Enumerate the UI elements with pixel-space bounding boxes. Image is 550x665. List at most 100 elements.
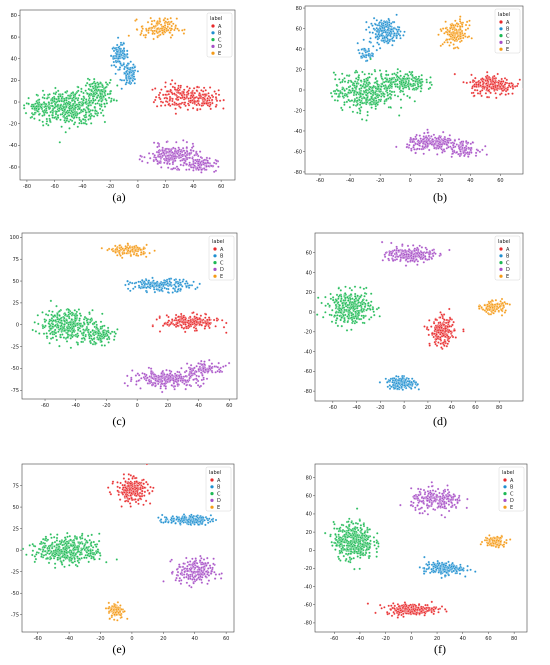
point-B (151, 276, 154, 280)
point-A (176, 98, 180, 101)
points-layer (22, 16, 225, 174)
point-A (169, 88, 172, 92)
point-D (179, 163, 183, 167)
point-C (67, 315, 71, 319)
point-D (126, 384, 129, 388)
point-A (201, 93, 205, 96)
point-C (73, 100, 77, 103)
point-D (140, 377, 143, 380)
point-A (489, 91, 492, 95)
point-C (365, 93, 368, 97)
point-E (140, 25, 144, 28)
point-D (442, 148, 446, 151)
point-D (433, 146, 436, 150)
point-C (360, 86, 363, 90)
point-C (83, 116, 87, 119)
point-A (490, 87, 494, 90)
point-C (51, 113, 55, 117)
point-D (149, 367, 153, 370)
point-B (136, 70, 140, 73)
point-C (110, 330, 114, 334)
point-C (51, 332, 55, 336)
point-C (336, 99, 339, 102)
point-C (82, 98, 85, 102)
point-E (182, 32, 186, 35)
legend-label: C (218, 37, 222, 43)
point-A (158, 330, 162, 333)
point-C (45, 120, 49, 123)
point-C (372, 84, 375, 88)
point-B (194, 287, 197, 291)
point-C (65, 321, 69, 325)
legend-marker (499, 27, 503, 31)
point-D (179, 379, 182, 383)
point-A (163, 104, 167, 107)
point-B (119, 53, 123, 57)
point-C (106, 92, 110, 96)
point-C (45, 335, 49, 338)
point-D (436, 144, 440, 147)
point-D (183, 382, 186, 386)
point-B (173, 278, 176, 282)
point-A (179, 91, 182, 95)
point-C (97, 83, 100, 86)
point-C (60, 99, 64, 103)
point-D (134, 374, 138, 377)
point-A (173, 88, 177, 91)
point-A (438, 316, 442, 319)
point-C (87, 104, 90, 108)
point-C (63, 99, 66, 102)
point-C (84, 89, 87, 92)
point-C (60, 97, 63, 100)
point-A (195, 103, 198, 107)
point-E (170, 20, 173, 23)
point-B (111, 47, 114, 50)
point-C (86, 92, 89, 95)
point-E (129, 253, 133, 257)
point-C (351, 110, 355, 114)
point-E (177, 29, 181, 32)
point-C (88, 78, 91, 82)
point-C (65, 340, 69, 343)
point-D (169, 372, 172, 375)
point-C (341, 95, 345, 98)
point-C (37, 113, 41, 116)
y-tick-label: -60 (304, 369, 312, 375)
point-E (168, 22, 171, 26)
point-D (185, 383, 188, 387)
point-C (399, 106, 403, 109)
y-tick-label: -80 (304, 389, 312, 395)
point-C (410, 78, 413, 81)
point-C (370, 96, 373, 100)
point-D (158, 155, 162, 159)
point-C (414, 86, 418, 90)
point-B (392, 20, 396, 24)
point-E (452, 24, 455, 27)
y-tick-label: 0 (299, 88, 302, 94)
point-E (460, 39, 463, 43)
point-B (126, 62, 130, 65)
point-E (464, 35, 467, 38)
point-D (200, 163, 203, 167)
point-D (167, 158, 171, 162)
point-C (57, 325, 60, 329)
point-D (136, 372, 140, 375)
point-C (104, 97, 107, 101)
point-C (47, 329, 51, 333)
point-B (126, 72, 129, 76)
point-B (198, 282, 201, 286)
point-C (31, 328, 34, 332)
point-A (195, 313, 199, 316)
point-A (507, 92, 510, 96)
point-E (171, 33, 174, 37)
point-A (192, 87, 196, 90)
point-C (76, 335, 79, 339)
point-C (390, 78, 393, 81)
point-C (64, 130, 67, 134)
point-C (385, 88, 389, 92)
point-A (215, 317, 219, 320)
point-C (379, 87, 382, 91)
point-B (137, 280, 140, 284)
x-tick-label: 40 (190, 184, 196, 190)
point-D (170, 373, 174, 377)
